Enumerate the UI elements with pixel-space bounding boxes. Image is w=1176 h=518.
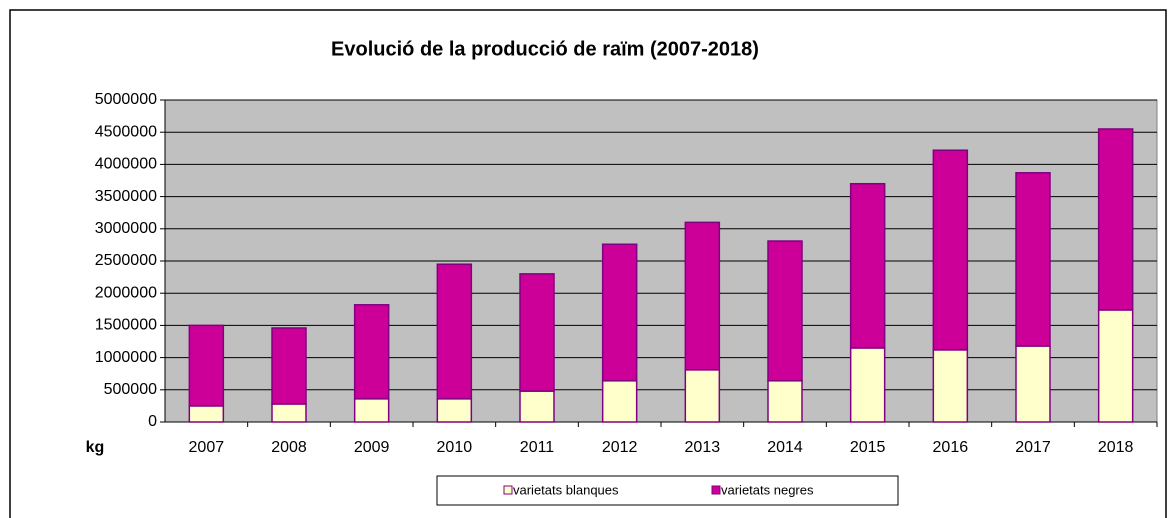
legend-label: varietats negres [721,482,814,497]
x-tick-label: 2011 [520,439,555,456]
bar [436,263,473,400]
bar [271,327,307,405]
bar [932,349,969,423]
bar [1015,172,1051,347]
y-tick-label: 1000000 [95,349,157,366]
x-tick-label: 2016 [933,439,969,456]
bar [849,347,886,423]
bar [1015,345,1051,423]
y-tick-label: 3000000 [95,220,157,237]
legend-label: varietats blanques [513,482,619,497]
y-axis-label: kg [86,439,105,456]
bar [932,149,969,351]
legend-swatch [503,485,513,495]
chart-title: Evolució de la producció de raïm (2007-2… [331,38,759,60]
bar [271,403,307,423]
y-tick-label: 5000000 [95,91,157,108]
bar [684,369,721,423]
x-tick-label: 2013 [685,439,721,456]
x-tick-label: 2017 [1015,439,1051,456]
y-tick-label: 0 [148,413,157,430]
bar [767,380,803,423]
bar [1097,128,1134,311]
bar [353,304,390,400]
bar [436,398,473,423]
y-tick-label: 4000000 [95,156,157,173]
y-tick-label: 3500000 [95,188,157,205]
y-tick-label: 1500000 [95,317,157,334]
y-tick-label: 4500000 [95,123,157,140]
bar [519,273,555,392]
bar [767,240,803,382]
x-tick-label: 2018 [1098,439,1134,456]
bar [684,221,721,371]
x-tick-label: 2015 [850,439,886,456]
bar [188,324,225,407]
y-tick-label: 500000 [104,381,157,398]
x-tick-label: 2009 [354,439,390,456]
bar [188,405,225,423]
bar [601,380,638,423]
x-tick-label: 2012 [602,439,638,456]
bar [353,398,390,423]
bar [849,182,886,349]
x-tick-label: 2008 [271,439,307,456]
bar [1097,309,1134,423]
x-tick-label: 2014 [767,439,803,456]
legend-swatch [711,485,721,495]
legend-box [436,475,899,506]
bar [601,243,638,382]
bar [519,390,555,423]
x-tick-label: 2007 [189,439,225,456]
y-tick-label: 2500000 [95,252,157,269]
y-tick-label: 2000000 [95,284,157,301]
x-tick-label: 2010 [437,439,473,456]
